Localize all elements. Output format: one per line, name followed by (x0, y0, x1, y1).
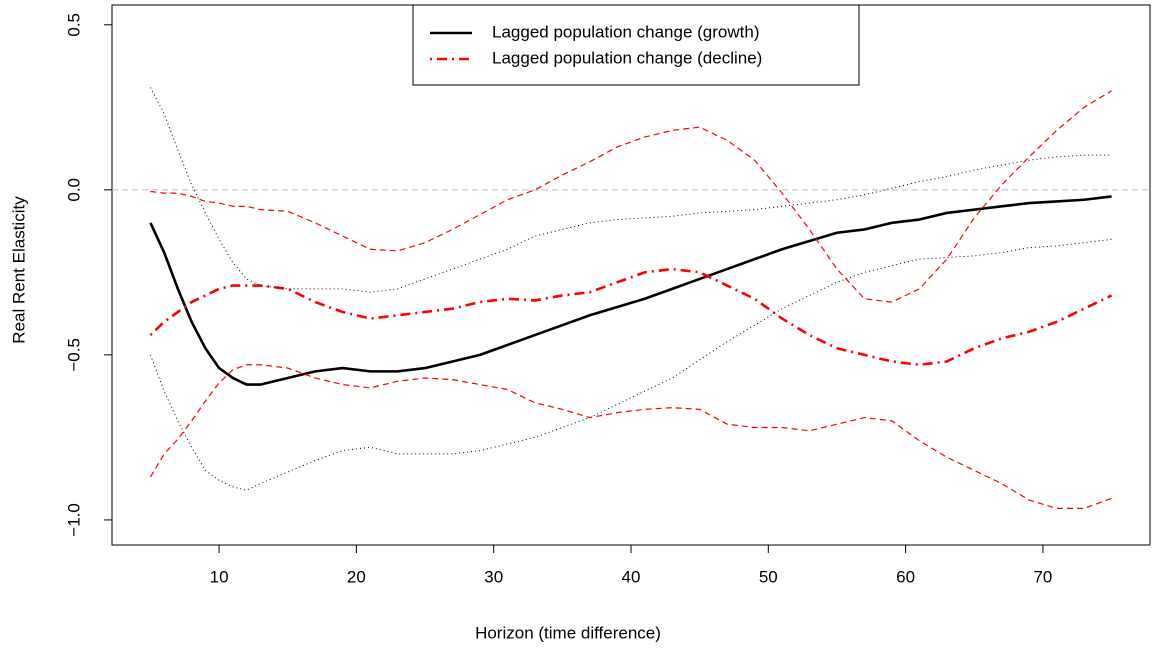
legend-label: Lagged population change (growth) (492, 22, 759, 41)
y-tick-label: 0.5 (64, 13, 83, 37)
series-line (150, 90, 1112, 303)
series-line (149, 267, 1113, 367)
x-tick-label: 70 (1033, 567, 1052, 586)
series-line (149, 364, 1112, 509)
legend-box (412, 4, 860, 86)
y-tick-label: −0.5 (64, 338, 83, 372)
x-axis-label: Horizon (time difference) (475, 623, 661, 642)
y-tick-label: 0.0 (64, 178, 83, 202)
y-tick-label: −1.0 (64, 503, 83, 537)
x-tick-label: 50 (759, 567, 778, 586)
x-tick-label: 20 (347, 567, 366, 586)
legend-label: Lagged population change (decline) (492, 48, 762, 67)
x-tick-label: 10 (210, 567, 229, 586)
x-tick-label: 40 (622, 567, 641, 586)
x-tick-label: 30 (484, 567, 503, 586)
series-line (150, 87, 1112, 293)
x-tick-label: 60 (896, 567, 915, 586)
plot-frame (111, 4, 1151, 546)
y-axis-label: Real Rent Elasticity (9, 196, 28, 344)
series-line (149, 195, 1112, 386)
